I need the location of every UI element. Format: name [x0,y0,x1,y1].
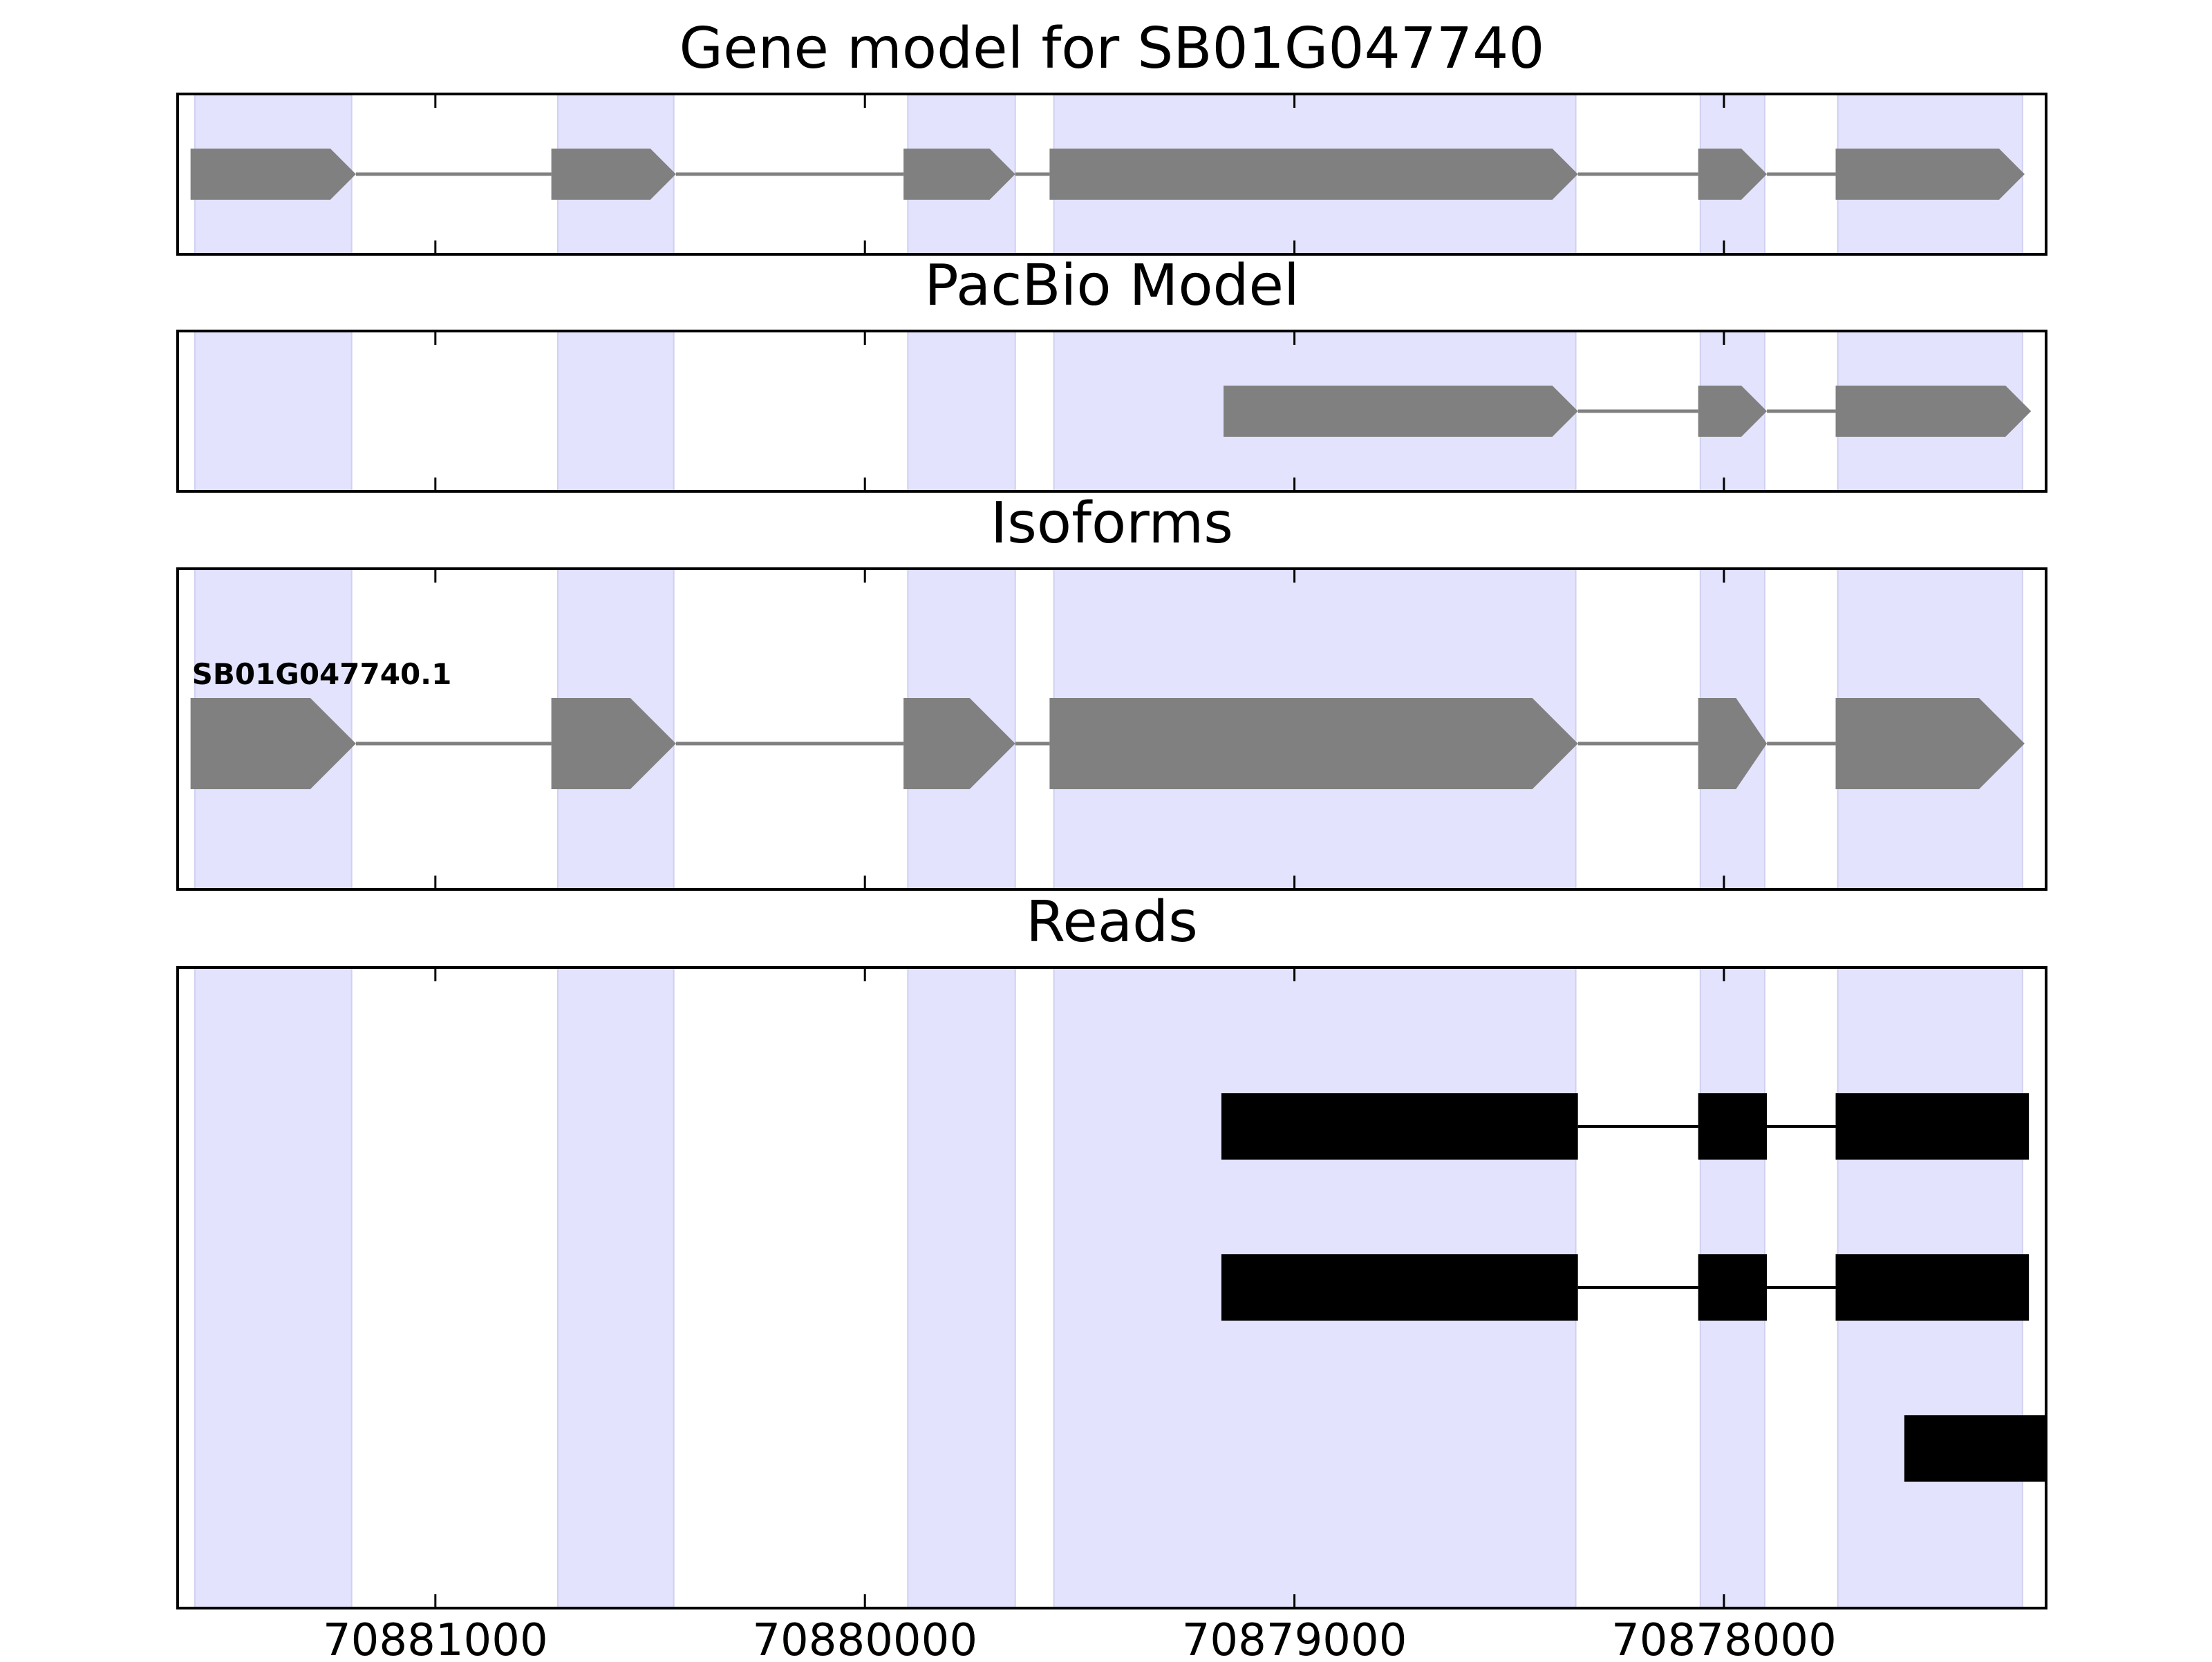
gene-track [1224,386,2032,437]
panel-frame [176,966,2047,1609]
exon-arrow [1224,386,1578,437]
isoform-label: SB01G047740.1 [192,657,452,691]
panel-content [194,967,2046,1608]
read-exon [1221,1093,1578,1160]
panel-content [190,94,2025,254]
panel-title: Gene model for SB01G047740 [679,16,1545,82]
exon-arrow [1698,698,1768,789]
exon-arrow [1835,386,2032,437]
read-exon [1698,1254,1768,1321]
read-exon [1221,1254,1578,1321]
x-tick-label: 70878000 [1611,1615,1837,1659]
exon-arrow [903,149,1015,200]
exon-shade-band [556,967,675,1608]
gene-track [190,149,2025,200]
x-tick-label: 70881000 [323,1615,548,1659]
exon-arrow [1049,698,1578,789]
read-track [1221,1254,2030,1321]
exon-arrow [1835,698,2025,789]
read-exon [1698,1093,1768,1160]
gene-track: SB01G047740.1 [190,657,2025,789]
exon-arrow [1698,386,1768,437]
read-track [1904,1415,2046,1482]
read-exon [1835,1254,2030,1321]
panel-content [194,331,2032,491]
read-exon [1904,1415,2046,1482]
read-track [1221,1093,2030,1160]
x-tick-label: 70880000 [752,1615,977,1659]
exon-arrow [190,149,356,200]
exon-arrow [1698,149,1768,200]
panel-content: SB01G047740.1 [190,569,2025,889]
exon-arrow [1835,149,2025,200]
exon-arrow [551,149,676,200]
read-exon [1835,1093,2030,1160]
exon-shade-band [194,331,353,491]
panel-isoforms: Isoforms SB01G047740.1 [176,491,2047,891]
panel-frame [176,93,2047,256]
exon-arrow [1049,149,1578,200]
exon-arrow [903,698,1015,789]
exon-shade-band [907,331,1016,491]
panel-frame [176,330,2047,493]
panel-frame [176,567,2047,891]
x-tick-label: 70879000 [1182,1615,1407,1659]
exon-shade-band [907,967,1016,1608]
panel-title: PacBio Model [924,253,1300,319]
panel-gene_model: Gene model for SB01G047740 [176,16,2047,256]
exon-shade-band [556,331,675,491]
panel-reads: Reads 70881000 70880000 70879000 70878000 [176,889,2047,1662]
exon-shade-band [194,967,353,1608]
panel-pacbio: PacBio Model [176,253,2047,493]
panel-title: Reads [1026,889,1198,955]
exon-arrow [551,698,676,789]
panel-title: Isoforms [991,491,1233,556]
exon-arrow [190,698,356,789]
